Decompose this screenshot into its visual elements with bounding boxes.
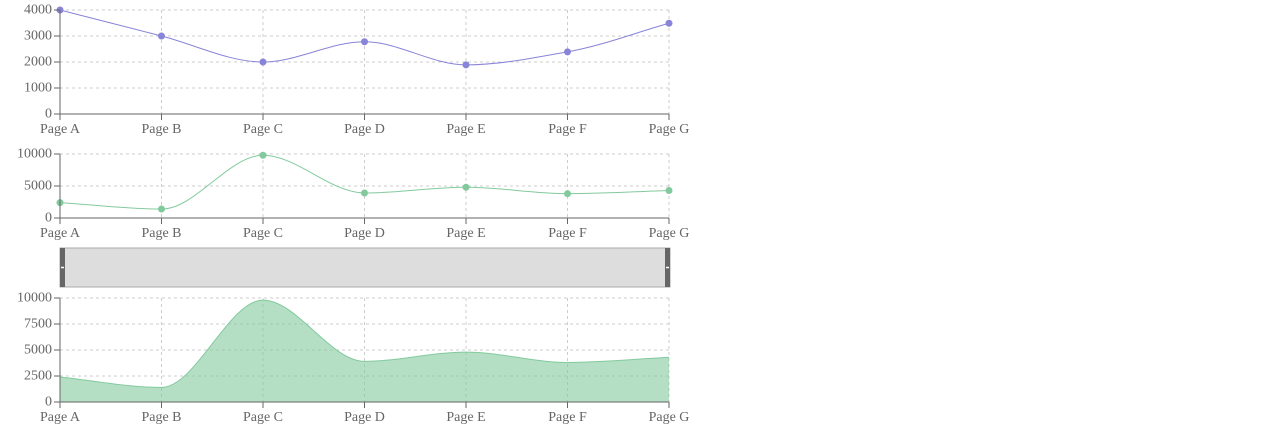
y-tick-label: 4000	[24, 3, 52, 18]
sessions-line-chart: 0 5000 10000 Page A Page B Page C Page D Page E…	[17, 147, 689, 242]
sessions-area-chart: 0 2500 5000 7500 10000 Page A Page B Page C Page…	[17, 291, 689, 426]
x-tick-label: Page D	[344, 122, 385, 137]
data-point[interactable]	[158, 205, 165, 213]
x-tick-label: Page A	[40, 226, 81, 241]
x-tick-label: Page C	[243, 226, 283, 241]
data-point[interactable]	[462, 183, 470, 191]
range-brush[interactable]	[59, 247, 671, 288]
y-tick-label: 0	[45, 107, 52, 122]
x-tick-label: Page C	[243, 410, 283, 425]
data-point[interactable]	[665, 186, 673, 194]
x-tick-label: Page E	[446, 410, 485, 425]
x-tick-label: Page A	[40, 122, 81, 137]
y-tick-label: 7500	[24, 317, 52, 332]
x-tick-label: Page E	[446, 122, 485, 137]
y-tick-label: 10000	[17, 291, 52, 306]
data-point[interactable]	[259, 151, 267, 159]
y-tick-label: 3000	[24, 29, 52, 44]
x-tick-label: Page D	[344, 410, 385, 425]
y-tick-label: 10000	[17, 147, 52, 162]
x-tick-label: Page B	[141, 410, 181, 425]
x-tick-label: Page G	[649, 122, 690, 137]
data-point[interactable]	[158, 32, 165, 40]
data-point[interactable]	[564, 48, 571, 56]
y-tick-label: 2000	[24, 55, 52, 70]
page-views-line-chart: 0 1000 2000 3000 4000 Page A Page B Page C Page …	[24, 3, 689, 138]
data-point[interactable]	[361, 189, 368, 197]
area-line	[59, 299, 670, 388]
series-line	[59, 154, 670, 210]
brush-track[interactable]	[59, 247, 671, 288]
data-point[interactable]	[462, 61, 470, 69]
y-tick-label: 0	[45, 211, 52, 226]
x-tick-label: Page G	[649, 410, 690, 425]
x-tick-label: Page G	[649, 226, 690, 241]
y-tick-label: 1000	[24, 81, 52, 96]
x-tick-label: Page F	[548, 226, 587, 241]
x-tick-label: Page F	[548, 122, 587, 137]
y-tick-label: 0	[45, 395, 52, 410]
data-point[interactable]	[665, 19, 673, 27]
y-tick-label: 5000	[24, 179, 52, 194]
x-tick-label: Page B	[141, 226, 181, 241]
x-tick-label: Page D	[344, 226, 385, 241]
area-fill	[60, 300, 669, 402]
x-tick-label: Page B	[141, 122, 181, 137]
data-point[interactable]	[259, 58, 267, 66]
grid	[60, 9, 670, 114]
x-tick-label: Page A	[40, 410, 81, 425]
x-tick-label: Page C	[243, 122, 283, 137]
y-tick-label: 5000	[24, 343, 52, 358]
x-tick-label: Page E	[446, 226, 485, 241]
data-point[interactable]	[361, 38, 368, 46]
y-tick-label: 2500	[24, 369, 52, 384]
data-point[interactable]	[564, 190, 571, 198]
x-tick-label: Page F	[548, 410, 587, 425]
